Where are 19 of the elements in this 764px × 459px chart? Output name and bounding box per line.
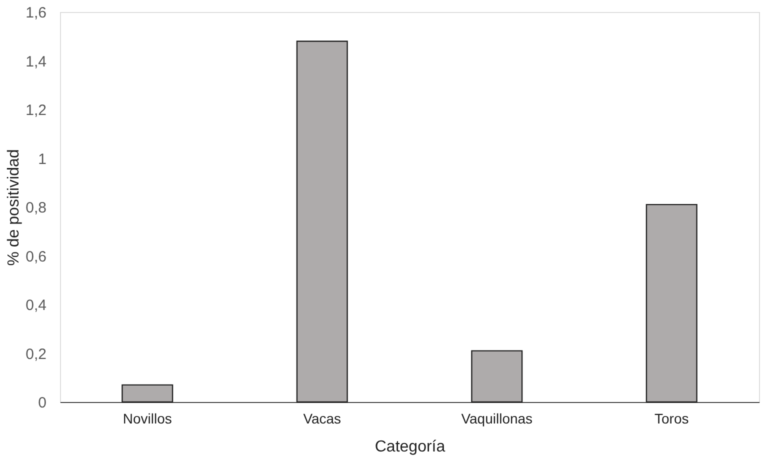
- y-tick-label: 0: [38, 394, 46, 412]
- bar: [646, 204, 698, 403]
- x-tick-label: Vaquillonas: [461, 410, 533, 426]
- y-tick-label: 1,2: [26, 102, 46, 119]
- x-axis-title: Categoría: [374, 438, 446, 456]
- y-tick-label: 0,8: [26, 200, 46, 216]
- y-tick-label: 1,6: [26, 4, 46, 22]
- x-tick-label: Vacas: [303, 410, 342, 426]
- x-tick-label: Toros: [654, 410, 689, 426]
- y-tick-label: 0,2: [26, 346, 46, 363]
- y-tick-label: 0,4: [26, 297, 46, 314]
- bar: [296, 40, 348, 403]
- y-axis-title: % de positividad: [6, 149, 23, 266]
- y-tick-label: 1,4: [26, 53, 46, 70]
- y-tick-label: 0,6: [26, 248, 46, 266]
- y-tick-label: 1: [38, 150, 46, 168]
- bar: [122, 384, 174, 403]
- x-tick-label: Novillos: [122, 410, 172, 426]
- bar: [471, 350, 523, 403]
